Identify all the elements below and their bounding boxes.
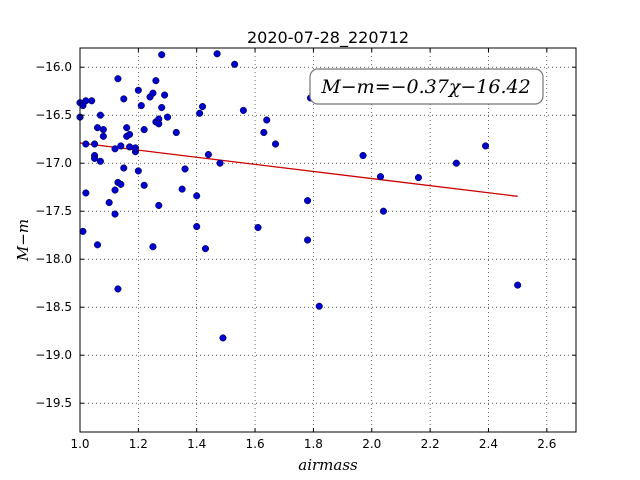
data-point <box>379 207 387 215</box>
data-point <box>152 77 160 85</box>
data-point <box>376 173 385 181</box>
data-point <box>414 174 422 182</box>
data-point <box>134 86 142 94</box>
data-point <box>117 180 125 188</box>
y-axis-title: M−m <box>14 219 32 262</box>
y-tick-label: −19.5 <box>35 396 72 410</box>
data-point <box>213 50 221 58</box>
data-point <box>178 185 186 193</box>
fit-equation: M−m=−0.37χ−16.42 <box>320 76 530 98</box>
chart-title: 2020-07-28_220712 <box>247 28 409 48</box>
y-tick-label: −17.5 <box>35 204 72 218</box>
data-point <box>96 111 104 119</box>
data-point <box>114 75 122 83</box>
data-point <box>201 245 210 253</box>
data-point <box>163 113 172 121</box>
data-point <box>193 192 201 200</box>
data-point <box>304 197 312 205</box>
x-tick-label: 2.0 <box>362 437 381 451</box>
data-point <box>126 143 134 151</box>
data-point <box>111 186 119 194</box>
data-point <box>216 159 224 167</box>
data-point <box>239 106 247 114</box>
data-point <box>96 157 104 165</box>
data-point <box>117 142 125 150</box>
data-point <box>155 201 163 209</box>
data-point <box>120 164 128 172</box>
data-point <box>161 91 169 99</box>
data-point <box>359 151 367 160</box>
data-point <box>91 140 99 148</box>
x-tick-label: 1.4 <box>187 437 206 451</box>
y-tick-label: −18.0 <box>35 252 72 266</box>
plot-frame <box>79 47 577 433</box>
data-point <box>304 236 312 244</box>
data-point <box>137 102 145 110</box>
fit-line <box>79 142 518 197</box>
data-point <box>155 120 163 128</box>
annotation-frame <box>309 68 544 105</box>
x-tick-label: 1.2 <box>129 437 148 451</box>
data-point <box>254 223 262 232</box>
data-point <box>231 60 239 68</box>
data-point <box>263 116 271 124</box>
data-point <box>181 165 189 173</box>
x-axis-title: airmass <box>298 456 358 474</box>
data-point <box>158 51 166 59</box>
data-point <box>82 189 90 197</box>
x-tick-label: 1.0 <box>70 437 89 451</box>
data-point <box>93 241 102 249</box>
data-point <box>452 159 460 167</box>
data-point <box>198 103 207 111</box>
data-point <box>315 302 323 310</box>
data-point <box>126 130 134 138</box>
annotation-box: M−m=−0.37χ−16.42 <box>309 68 544 105</box>
data-point <box>149 89 157 97</box>
data-point <box>219 334 227 342</box>
data-point <box>120 95 128 103</box>
data-point <box>99 132 107 140</box>
data-points <box>76 50 522 342</box>
data-point <box>131 144 139 152</box>
y-tick-label: −17.0 <box>35 156 72 170</box>
x-tick-label: 2.2 <box>421 437 440 451</box>
y-tick-label: −16.5 <box>35 108 72 122</box>
data-point <box>91 154 99 162</box>
data-point <box>111 210 119 218</box>
data-point <box>149 243 157 251</box>
x-tick-label: 2.4 <box>479 437 498 451</box>
data-point <box>172 128 180 137</box>
data-point <box>196 109 204 117</box>
data-point <box>134 167 142 175</box>
y-tick-label: −16.0 <box>35 60 72 74</box>
data-point <box>114 285 122 293</box>
data-point <box>111 145 119 153</box>
data-point <box>260 128 268 137</box>
data-point <box>514 281 522 289</box>
data-point <box>140 181 148 189</box>
x-tick-label: 2.6 <box>537 437 556 451</box>
data-point <box>82 140 90 148</box>
y-tick-label: −18.5 <box>35 300 72 314</box>
data-point <box>271 140 280 148</box>
data-point <box>204 151 212 159</box>
axis-ticks: 1.0 1.2 1.4 1.6 1.8 2.0 2.2 2.4 2.6 −16.0 −16.5 −17… <box>35 48 576 451</box>
x-tick-label: 1.8 <box>304 437 323 451</box>
data-point <box>99 126 107 134</box>
data-point <box>158 103 166 112</box>
x-tick-label: 1.6 <box>246 437 265 451</box>
data-point <box>123 124 131 132</box>
y-tick-label: −19.0 <box>35 348 72 362</box>
data-point <box>105 199 113 207</box>
fit-line-group <box>79 142 518 197</box>
data-point <box>140 126 148 134</box>
data-point <box>482 142 490 150</box>
data-point <box>193 223 201 231</box>
data-point <box>79 227 87 235</box>
data-point <box>88 97 96 105</box>
